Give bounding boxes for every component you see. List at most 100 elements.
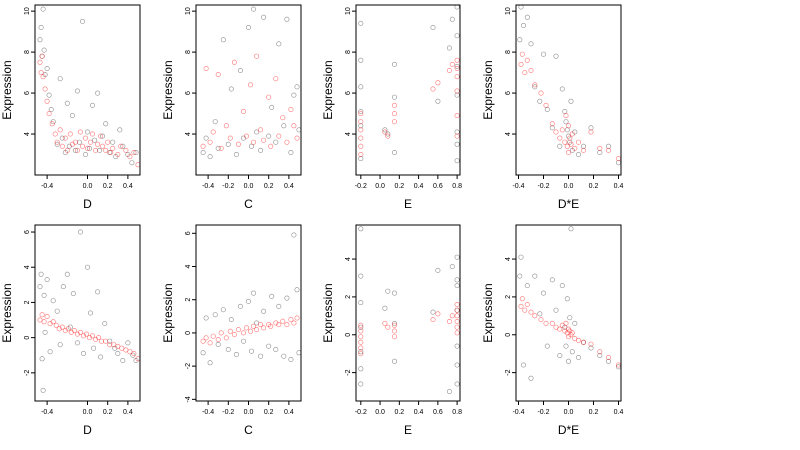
data-point — [52, 131, 58, 137]
plot-frame — [515, 224, 622, 402]
data-point — [38, 70, 44, 76]
data-point — [391, 61, 397, 67]
data-point — [39, 356, 45, 362]
data-point — [50, 319, 56, 325]
x-axis-label: C — [244, 197, 253, 211]
x-tick-label: 0.4 — [414, 183, 424, 190]
data-point — [80, 18, 86, 24]
data-point — [276, 303, 282, 309]
data-point — [520, 22, 526, 28]
y-tick-label: 6 — [345, 91, 352, 95]
y-tick-label: -2 — [185, 363, 192, 369]
data-point — [207, 340, 213, 346]
data-point — [294, 315, 300, 321]
data-point — [288, 356, 294, 362]
data-point — [76, 139, 82, 145]
data-point — [53, 322, 59, 328]
data-point — [261, 325, 267, 331]
data-point — [276, 133, 282, 139]
x-tick-label: 0.4 — [614, 183, 624, 190]
data-point — [103, 121, 109, 127]
data-point — [48, 107, 54, 113]
data-point — [237, 68, 243, 74]
data-point — [358, 366, 364, 372]
y-axis-label: Expression — [481, 283, 495, 342]
data-point — [64, 147, 70, 153]
data-point — [233, 152, 239, 158]
data-point — [391, 94, 397, 100]
data-point — [83, 152, 89, 158]
data-point — [553, 53, 559, 59]
x-axis-label: D*E — [558, 423, 579, 437]
data-point — [358, 328, 364, 334]
data-point — [60, 284, 66, 290]
data-point — [38, 24, 44, 30]
data-point — [50, 298, 56, 304]
data-point — [107, 150, 113, 156]
y-tick-label: 10 — [505, 7, 512, 15]
data-point — [42, 86, 48, 92]
data-point — [454, 92, 460, 98]
x-tick-label: 0.4 — [414, 409, 424, 416]
data-point — [358, 111, 364, 117]
y-tick-label: 4 — [24, 132, 31, 136]
data-point — [557, 353, 563, 359]
data-point — [358, 324, 364, 330]
data-point — [572, 145, 578, 151]
data-point — [358, 226, 364, 232]
data-point — [40, 6, 46, 12]
y-tick-label: 6 — [505, 91, 512, 95]
data-point — [42, 329, 48, 335]
data-point — [235, 327, 241, 333]
data-point — [103, 147, 109, 153]
data-point — [454, 283, 460, 289]
data-point — [90, 102, 96, 108]
data-point — [391, 334, 397, 340]
x-axis-label: D — [83, 197, 92, 211]
x-tick-label: 0.0 — [564, 183, 574, 190]
plot-frame — [195, 224, 302, 402]
data-point — [568, 226, 574, 232]
data-point — [212, 119, 218, 125]
data-point — [532, 82, 538, 88]
data-point — [131, 350, 137, 356]
data-point — [524, 57, 530, 63]
data-point — [382, 129, 388, 135]
data-point — [568, 98, 574, 104]
data-point — [223, 123, 229, 129]
data-point — [430, 86, 436, 92]
data-point — [559, 283, 565, 289]
data-point — [203, 335, 209, 341]
plot-frame — [34, 224, 141, 402]
data-point — [207, 139, 213, 145]
x-tick-label: 0.2 — [103, 409, 113, 416]
data-point — [223, 335, 229, 341]
data-point — [70, 291, 76, 297]
x-tick-label: 0.6 — [433, 409, 443, 416]
data-point — [532, 84, 538, 90]
data-point — [54, 141, 60, 147]
data-point — [358, 351, 364, 357]
x-tick-label: -0.4 — [512, 183, 524, 190]
data-point — [64, 100, 70, 106]
data-point — [358, 127, 364, 133]
data-point — [588, 125, 594, 131]
data-point — [276, 322, 282, 328]
data-point — [605, 358, 611, 364]
data-point — [454, 313, 460, 319]
panel-7: -0.2 0.0 0.2 0.4 0.6 0.8 -2 0 2 4 E Expression — [321, 224, 462, 437]
data-point — [84, 331, 90, 337]
data-point — [49, 121, 55, 127]
data-point — [119, 345, 125, 351]
data-point — [588, 129, 594, 135]
data-point — [284, 16, 290, 22]
data-point — [291, 123, 297, 129]
data-point — [72, 139, 78, 145]
data-point — [518, 254, 524, 260]
panel-4: -0.4 -0.2 0.0 0.2 0.4 4 6 8 10 D*E Expression — [481, 4, 624, 211]
x-tick-label: -0.4 — [41, 183, 53, 190]
data-point — [39, 312, 45, 318]
data-point — [391, 119, 397, 125]
x-tick-label: 0.0 — [375, 409, 385, 416]
data-point — [87, 145, 93, 151]
